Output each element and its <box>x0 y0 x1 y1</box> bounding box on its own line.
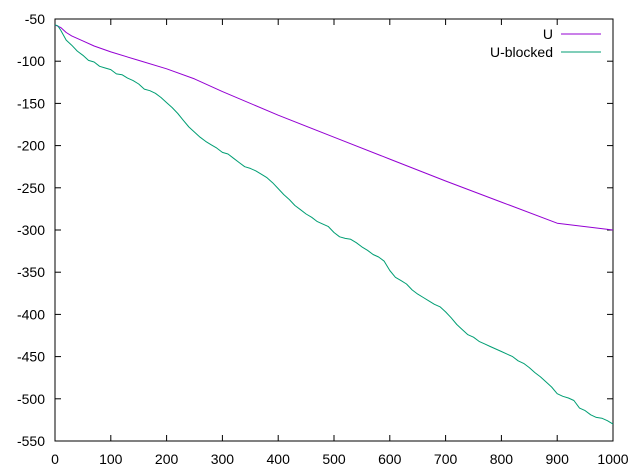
y-tick-label: -150 <box>17 95 45 111</box>
x-tick-label: 600 <box>378 451 402 467</box>
axis-ticks: 0 100 200 300 400 500 600 700 800 900 1000 -50 -100 -… <box>17 11 629 467</box>
y-tick-label: -550 <box>17 433 45 449</box>
x-tick-label: 400 <box>267 451 291 467</box>
series-line-u-blocked <box>54 24 614 425</box>
x-tick-label: 500 <box>322 451 346 467</box>
y-tick-label: -450 <box>17 349 45 365</box>
y-tick-label: -200 <box>17 138 45 154</box>
x-tick-label: 200 <box>155 451 179 467</box>
y-tick-label: -350 <box>17 264 45 280</box>
series-line-u <box>54 24 614 231</box>
x-tick-label: 0 <box>51 451 59 467</box>
legend-label: U <box>543 26 553 42</box>
x-tick-label: 1000 <box>597 451 628 467</box>
series-layer <box>54 24 614 425</box>
y-tick-label: -500 <box>17 391 45 407</box>
y-tick-label: -100 <box>17 53 45 69</box>
x-tick-label: 300 <box>211 451 235 467</box>
legend-label: U-blocked <box>490 44 553 60</box>
y-tick-label: -250 <box>17 180 45 196</box>
y-tick-label: -400 <box>17 306 45 322</box>
y-tick-label: -50 <box>25 11 45 27</box>
x-tick-label: 800 <box>490 451 514 467</box>
x-tick-label: 700 <box>434 451 458 467</box>
x-tick-label: 100 <box>99 451 123 467</box>
legend: U U-blocked <box>490 26 601 60</box>
x-tick-label: 900 <box>546 451 570 467</box>
y-tick-label: -300 <box>17 222 45 238</box>
